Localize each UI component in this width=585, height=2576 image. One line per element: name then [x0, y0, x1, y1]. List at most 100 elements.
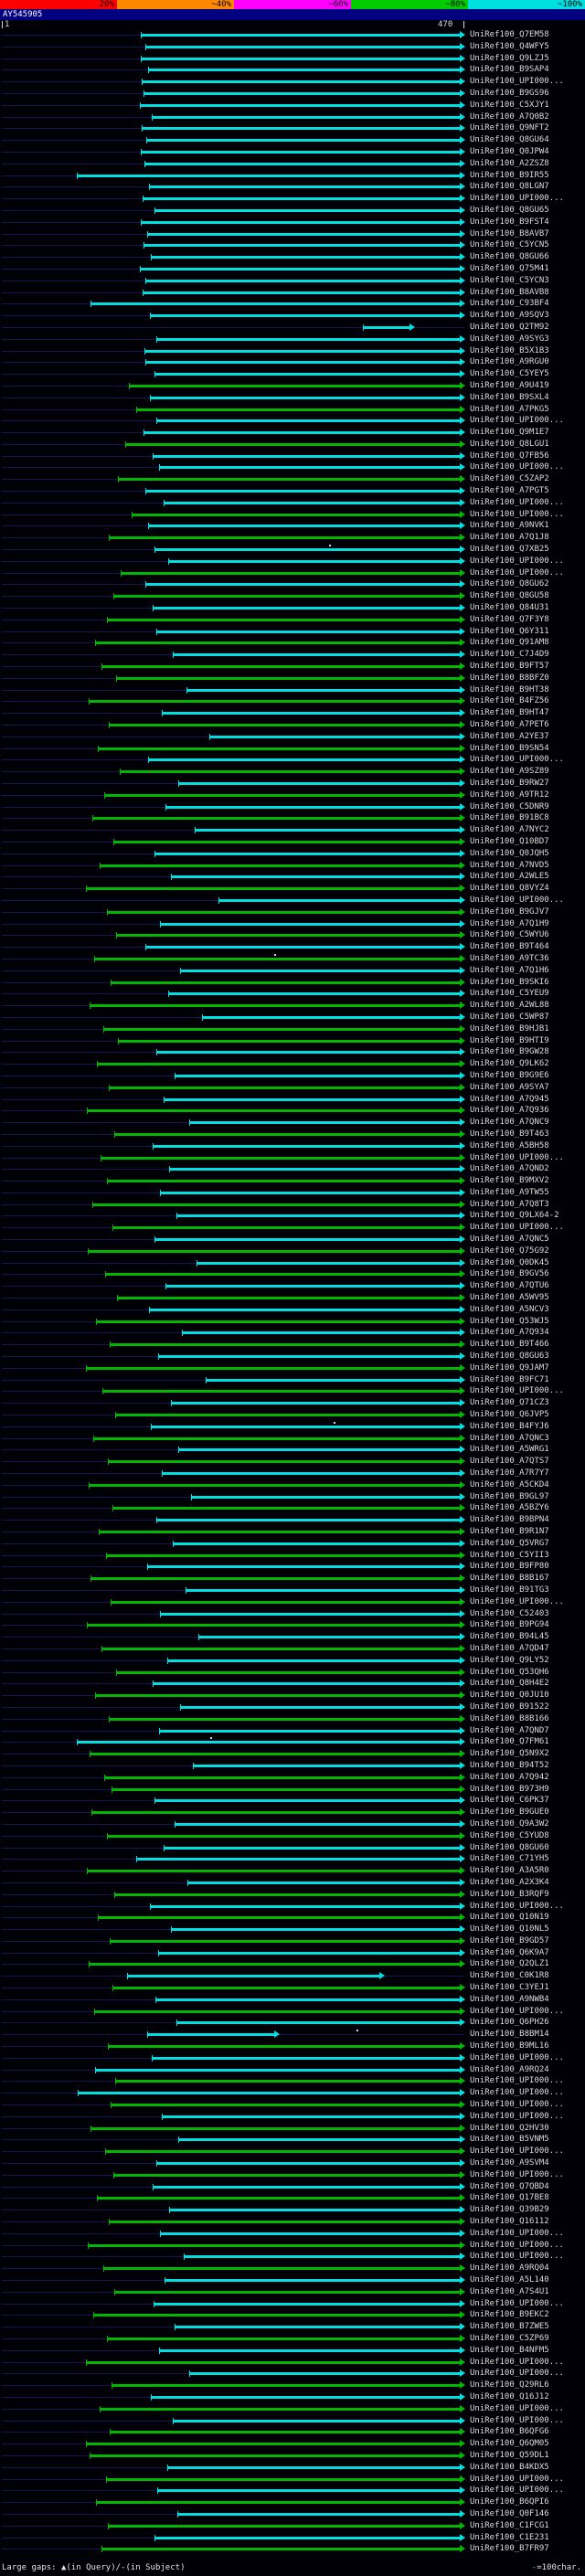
hit-label[interactable]: UniRef100_C1E231	[470, 2532, 549, 2542]
hit-label[interactable]: UniRef100_UPI000...	[470, 2252, 564, 2262]
alignment-bar[interactable]	[112, 2384, 460, 2388]
alignment-bar[interactable]	[165, 2279, 460, 2282]
alignment-bar[interactable]	[112, 1600, 460, 1604]
alignment-bar[interactable]	[91, 2126, 460, 2130]
alignment-bar[interactable]	[89, 1249, 460, 1253]
hit-label[interactable]: UniRef100_Q0DK45	[470, 1257, 549, 1267]
alignment-bar[interactable]	[142, 34, 460, 37]
alignment-bar[interactable]	[97, 2501, 460, 2505]
hit-label[interactable]: UniRef100_B8AVB7	[470, 228, 549, 239]
hit-label[interactable]: UniRef100_C5YEU9	[470, 989, 549, 999]
hit-label[interactable]: UniRef100_A2YE37	[470, 731, 549, 741]
alignment-bar[interactable]	[160, 1729, 460, 1733]
hit-label[interactable]: UniRef100_A9RQ24	[470, 2064, 549, 2074]
alignment-bar[interactable]	[158, 2489, 460, 2493]
hit-label[interactable]: UniRef100_B6QFG6	[470, 2427, 549, 2437]
alignment-bar[interactable]	[165, 1846, 460, 1850]
alignment-bar[interactable]	[172, 875, 460, 879]
alignment-bar[interactable]	[108, 2337, 460, 2340]
alignment-bar[interactable]	[94, 2314, 460, 2317]
alignment-bar[interactable]	[181, 969, 460, 972]
alignment-bar[interactable]	[96, 641, 460, 645]
hit-label[interactable]: UniRef100_UPI000...	[470, 2169, 564, 2179]
hit-label[interactable]: UniRef100_A7QNC5	[470, 1235, 549, 1245]
alignment-bar[interactable]	[102, 665, 460, 669]
hit-label[interactable]: UniRef100_A7Q0B2	[470, 111, 549, 122]
alignment-bar[interactable]	[157, 419, 460, 423]
alignment-bar[interactable]	[153, 115, 460, 119]
alignment-bar[interactable]	[196, 829, 460, 832]
alignment-bar[interactable]	[78, 174, 460, 177]
hit-label[interactable]: UniRef100_B8BFZ0	[470, 673, 549, 683]
alignment-bar[interactable]	[151, 314, 460, 318]
hit-label[interactable]: UniRef100_A9TR12	[470, 790, 549, 800]
alignment-bar[interactable]	[161, 1612, 460, 1616]
hit-label[interactable]: UniRef100_UPI000...	[470, 462, 564, 472]
alignment-bar[interactable]	[176, 1822, 460, 1826]
hit-label[interactable]: UniRef100_B94T52	[470, 1760, 549, 1770]
hit-label[interactable]: UniRef100_A7PET6	[470, 720, 549, 730]
hit-label[interactable]: UniRef100_UPI000...	[470, 2486, 564, 2496]
alignment-bar[interactable]	[91, 302, 460, 306]
hit-label[interactable]: UniRef100_A7S4U1	[470, 2286, 549, 2296]
alignment-bar[interactable]	[147, 139, 460, 143]
alignment-bar[interactable]	[165, 501, 460, 504]
alignment-bar[interactable]	[163, 712, 460, 716]
alignment-bar[interactable]	[169, 559, 460, 563]
alignment-bar[interactable]	[141, 267, 460, 270]
alignment-bar[interactable]	[168, 1659, 460, 1662]
alignment-bar[interactable]	[181, 1705, 460, 1709]
alignment-bar[interactable]	[112, 981, 460, 984]
hit-label[interactable]: UniRef100_UPI000...	[470, 2076, 564, 2086]
hit-label[interactable]: UniRef100_B9FST4	[470, 217, 549, 227]
hit-label[interactable]: UniRef100_C3YEJ1	[470, 1983, 549, 1993]
alignment-bar[interactable]	[100, 1531, 460, 1533]
alignment-bar[interactable]	[161, 2231, 460, 2235]
alignment-bar[interactable]	[157, 337, 460, 341]
alignment-bar[interactable]	[115, 1892, 460, 1896]
hit-label[interactable]: UniRef100_A9U419	[470, 380, 549, 390]
hit-label[interactable]: UniRef100_A7QD47	[470, 1643, 549, 1653]
alignment-bar[interactable]	[102, 2548, 460, 2551]
hit-label[interactable]: UniRef100_A7Q936	[470, 1106, 549, 1116]
alignment-bar[interactable]	[109, 2524, 460, 2528]
hit-label[interactable]: UniRef100_C5XJY1	[470, 100, 549, 110]
alignment-bar[interactable]	[110, 724, 460, 727]
hit-label[interactable]: UniRef100_B9G9E6	[470, 1070, 549, 1080]
hit-label[interactable]: UniRef100_Q39B29	[470, 2205, 549, 2215]
alignment-bar[interactable]	[145, 349, 460, 353]
hit-label[interactable]: UniRef100_B94L45	[470, 1632, 549, 1642]
hit-label[interactable]: UniRef100_Q53WJ5	[470, 1316, 549, 1326]
alignment-bar[interactable]	[113, 1226, 460, 1230]
hit-label[interactable]: UniRef100_Q59DL1	[470, 2450, 549, 2460]
hit-label[interactable]: UniRef100_A5BZY6	[470, 1503, 549, 1513]
hit-label[interactable]: UniRef100_Q0JU10	[470, 1691, 549, 1701]
hit-label[interactable]: UniRef100_A9SQV3	[470, 311, 549, 321]
alignment-bar[interactable]	[146, 946, 460, 949]
hit-label[interactable]: UniRef100_A7QND7	[470, 1725, 549, 1735]
hit-label[interactable]: UniRef100_B9SAP4	[470, 65, 549, 75]
hit-label[interactable]: UniRef100_Q9LX64-2	[470, 1211, 559, 1221]
alignment-bar[interactable]	[177, 1214, 460, 1218]
alignment-bar[interactable]	[219, 898, 460, 902]
alignment-bar[interactable]	[114, 840, 460, 843]
alignment-bar[interactable]	[153, 2056, 460, 2060]
alignment-bar[interactable]	[197, 1261, 460, 1265]
alignment-bar[interactable]	[101, 1156, 460, 1160]
hit-label[interactable]: UniRef100_C71YH5	[470, 1854, 549, 1864]
hit-label[interactable]: UniRef100_B9T466	[470, 1340, 549, 1350]
hit-label[interactable]: UniRef100_Q9NFT2	[470, 123, 549, 133]
hit-label[interactable]: UniRef100_Q4WFY5	[470, 41, 549, 51]
alignment-bar[interactable]	[148, 232, 460, 236]
alignment-bar[interactable]	[154, 1144, 460, 1148]
alignment-bar[interactable]	[185, 2255, 460, 2259]
hit-label[interactable]: UniRef100_Q8GU62	[470, 579, 549, 589]
hit-label[interactable]: UniRef100_C5WP87	[470, 1012, 549, 1022]
hit-label[interactable]: UniRef100_A7Q1J8	[470, 533, 549, 543]
hit-label[interactable]: UniRef100_UPI000...	[470, 497, 564, 507]
hit-label[interactable]: UniRef100_A7QND2	[470, 1164, 549, 1174]
alignment-bar[interactable]	[170, 2209, 460, 2212]
hit-label[interactable]: UniRef100_B9FT57	[470, 662, 549, 672]
alignment-bar[interactable]	[146, 361, 460, 365]
alignment-bar[interactable]	[110, 536, 460, 540]
